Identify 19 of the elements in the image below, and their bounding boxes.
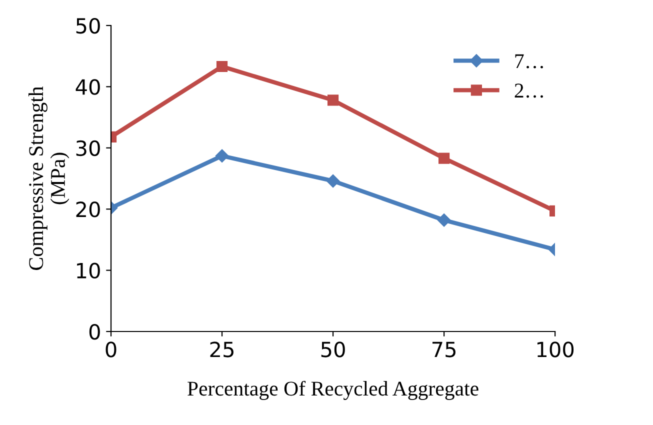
x-tick-label: 50	[321, 342, 345, 358]
point	[437, 214, 451, 227]
y-tick-label: 20	[76, 202, 100, 218]
y-tick-label: 40	[76, 79, 100, 95]
y-tick-label: 10	[77, 262, 100, 279]
x-tick-label: 100	[537, 342, 574, 358]
point	[438, 152, 450, 164]
legend-label: 2…	[514, 84, 543, 98]
legend-label: 7…	[515, 54, 543, 68]
y-tick-label: 50	[76, 18, 100, 34]
y-axis-title: Compressive Strength (MPa)	[28, 86, 70, 270]
x-tick-label: 25	[210, 342, 234, 358]
x-tick-label: 0	[106, 342, 116, 358]
y-tick-label: 0	[89, 324, 100, 340]
x-axis-title: Percentage Of Recycled Aggregate	[188, 380, 478, 400]
point	[326, 174, 340, 188]
x-tick-label: 75	[432, 342, 456, 358]
y-tick-label: 30	[76, 140, 100, 156]
point	[327, 94, 339, 106]
